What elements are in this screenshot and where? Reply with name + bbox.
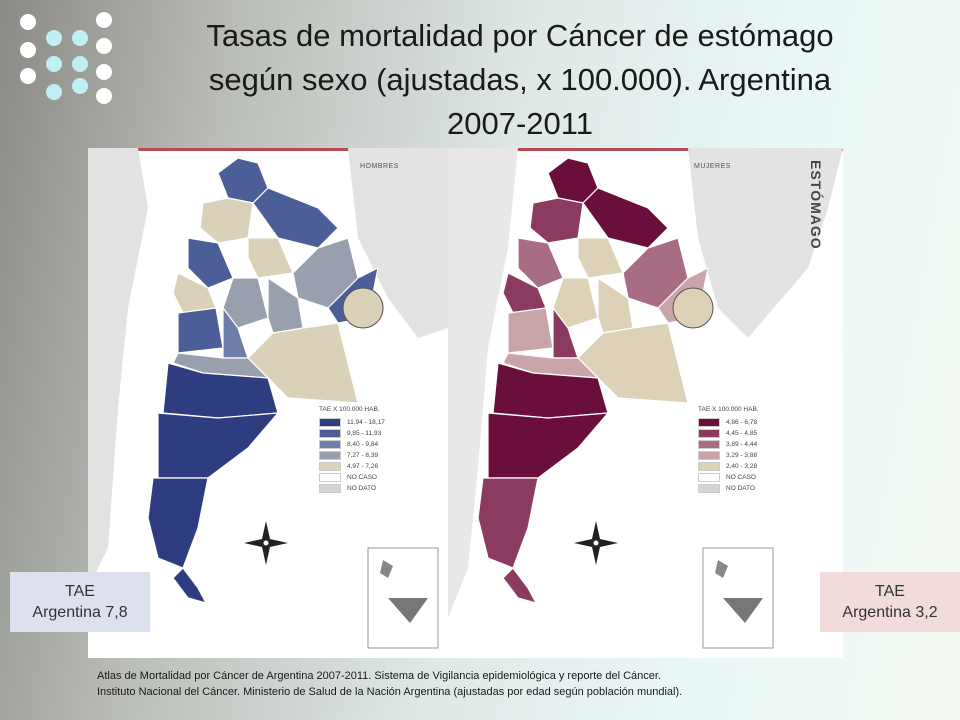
province-f-4 — [577, 237, 624, 279]
legend-range-label: 4,45 - 4,85 — [726, 430, 758, 437]
compass-left — [244, 521, 288, 565]
legend-row: 4,45 - 4,85 — [698, 428, 759, 439]
inset-circle-right — [672, 287, 714, 329]
tae-mujeres-box: TAE Argentina 3,2 — [820, 572, 960, 632]
legend-swatch — [698, 484, 720, 493]
legend-row: 11,94 - 18,17 — [319, 417, 385, 428]
province-m-3 — [199, 197, 254, 244]
legend-swatch — [698, 451, 720, 460]
legend-row: 7,27 - 8,39 — [319, 450, 385, 461]
map-panel: HOMBRES MUJERES ESTÓMAGO TAE X 100.000 H… — [88, 148, 843, 658]
province-m-4 — [247, 237, 294, 279]
antarctica-inset-left — [367, 547, 439, 649]
tae-label: TAE — [875, 583, 905, 600]
province-m-11 — [177, 307, 224, 354]
legend-swatch — [698, 429, 720, 438]
maps-svg — [88, 148, 843, 649]
province-m-17 — [147, 477, 209, 569]
hombres-map — [147, 157, 379, 604]
legend-row: 4,97 - 7,26 — [319, 461, 385, 472]
legend-title: TAE X 100.000 HAB. — [319, 406, 380, 413]
estomago-side-label: ESTÓMAGO — [808, 160, 824, 250]
legend-row: 3,89 - 4,44 — [698, 439, 759, 450]
province-m-8 — [222, 277, 269, 329]
neighbor-land-left — [88, 148, 148, 588]
legend-range-label: 11,94 - 18,17 — [347, 419, 385, 426]
legend-row: NO CASO — [319, 472, 385, 483]
legend-range-label: 3,89 - 4,44 — [726, 441, 758, 448]
legend-range-label: NO CASO — [726, 474, 756, 481]
legend-row: 8,40 - 9,84 — [319, 439, 385, 450]
legend-range-label: 3,29 - 3,88 — [726, 452, 758, 459]
tae-value: Argentina 3,2 — [842, 604, 938, 621]
antarctica-inset-right — [702, 547, 774, 649]
province-f-14 — [502, 352, 619, 399]
slide-title: Tasas de mortalidad por Cáncer de estóma… — [150, 14, 890, 146]
legend-title: TAE X 100.000 HAB. — [698, 406, 759, 413]
province-f-11 — [507, 307, 554, 354]
legend-range-label: 4,86 - 6,78 — [726, 419, 758, 426]
hombres-label: HOMBRES — [360, 163, 399, 170]
legend-row: 2,40 - 3,28 — [698, 461, 759, 472]
province-m-18 — [172, 567, 208, 604]
source-citation: Atlas de Mortalidad por Cáncer de Argent… — [97, 668, 857, 700]
province-m-14 — [172, 352, 289, 399]
legend-range-label: 7,27 - 8,39 — [347, 452, 379, 459]
legend-hombres: TAE X 100.000 HAB. 11,94 - 18,17 9,85 - 1… — [319, 406, 385, 494]
province-f-8 — [552, 277, 599, 329]
province-f-3 — [529, 197, 584, 244]
legend-range-label: NO CASO — [347, 474, 377, 481]
legend-mujeres: TAE X 100.000 HAB. 4,86 - 6,78 4,45 - 4,8… — [698, 406, 759, 494]
legend-swatch — [319, 473, 341, 482]
legend-row: NO DATO — [698, 483, 759, 494]
tae-label: TAE — [65, 583, 95, 600]
legend-range-label: 8,40 - 9,84 — [347, 441, 379, 448]
legend-range-label: 2,40 - 3,28 — [726, 463, 758, 470]
title-line-2: según sexo (ajustadas, x 100.000). Argen… — [208, 62, 832, 97]
source-line-1: Atlas de Mortalidad por Cáncer de Argent… — [97, 670, 661, 682]
mujeres-map — [477, 157, 709, 604]
province-f-16 — [487, 412, 610, 479]
neighbor-land-right-east — [688, 148, 843, 338]
title-line-1: Tasas de mortalidad por Cáncer de estóma… — [206, 18, 834, 53]
title-line-3: 2007-2011 — [447, 106, 593, 141]
province-f-6 — [517, 237, 564, 289]
compass-right — [574, 521, 618, 565]
legend-range-label: 4,97 - 7,26 — [347, 463, 379, 470]
legend-swatch — [698, 462, 720, 471]
province-m-16 — [157, 412, 280, 479]
dot-grid-logo — [20, 12, 112, 104]
legend-swatch — [319, 418, 341, 427]
mujeres-label: MUJERES — [694, 163, 731, 170]
province-f-17 — [477, 477, 539, 569]
legend-swatch — [698, 440, 720, 449]
province-f-18 — [502, 567, 538, 604]
legend-row: 3,29 - 3,88 — [698, 450, 759, 461]
neighbor-land-right — [448, 148, 518, 618]
legend-row: 4,86 - 6,78 — [698, 417, 759, 428]
legend-swatch — [319, 451, 341, 460]
legend-swatch — [698, 473, 720, 482]
legend-range-label: NO DATO — [726, 485, 756, 492]
legend-range-label: 9,85 - 11,93 — [347, 430, 382, 437]
legend-range-label: NO DATO — [347, 485, 377, 492]
legend-swatch — [319, 484, 341, 493]
legend-swatch — [319, 462, 341, 471]
legend-swatch — [698, 418, 720, 427]
tae-value: Argentina 7,8 — [32, 604, 128, 621]
source-line-2: Instituto Nacional del Cáncer. Ministeri… — [97, 686, 683, 698]
province-m-6 — [187, 237, 234, 289]
legend-row: 9,85 - 11,93 — [319, 428, 385, 439]
tae-hombres-box: TAE Argentina 7,8 — [10, 572, 150, 632]
legend-row: NO CASO — [698, 472, 759, 483]
legend-row: NO DATO — [319, 483, 385, 494]
inset-circle-left — [342, 287, 384, 329]
legend-swatch — [319, 429, 341, 438]
legend-swatch — [319, 440, 341, 449]
